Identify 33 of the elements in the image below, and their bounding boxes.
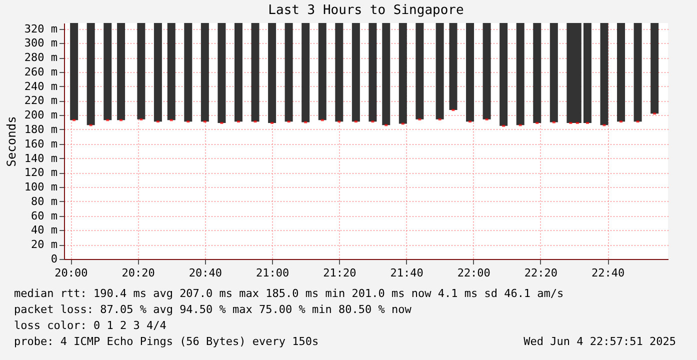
x-tick-label: 21:20 [323, 266, 356, 280]
y-tick-label: 160 m [24, 137, 58, 150]
y-tick-label: 140 m [24, 152, 58, 165]
y-tick-label: 280 m [24, 51, 58, 64]
x-tick-label: 21:00 [256, 266, 290, 280]
text: probe: 4 ICMP Echo Pings (56 Bytes) every 150s [14, 335, 319, 348]
y-tick-label: 60 m [31, 209, 58, 222]
y-tick-label: 40 m [31, 224, 58, 237]
y-tick-label: 220 m [24, 94, 58, 108]
x-tick-label: 22:20 [524, 266, 558, 280]
y-tick-label: 240 m [24, 80, 58, 93]
y-tick-label: 260 m [24, 65, 58, 78]
x-tick-label: 20:00 [54, 266, 88, 280]
y-tick-label: 120 m [24, 166, 58, 180]
y-tick-label: 0 [50, 252, 58, 266]
y-tick-label: 180 m [24, 122, 58, 136]
text: loss color: 0 1 2 3 4/4 [14, 319, 167, 332]
text: Wed Jun 4 22:57:51 2025 [524, 335, 676, 348]
x-tick-label: 20:40 [188, 266, 222, 280]
y-tick-label: 100 m [24, 180, 58, 194]
y-tick-label: 300 m [24, 36, 58, 50]
chart-title: Last 3 Hours to Singapore [268, 2, 464, 18]
x-tick-label: 21:40 [390, 266, 424, 280]
y-tick-label: 20 m [31, 238, 58, 252]
y-tick-label: 200 m [24, 108, 58, 122]
x-tick-label: 22:40 [592, 266, 625, 280]
x-tick-label: 22:00 [457, 266, 490, 280]
y-tick-label: 320 m [24, 22, 58, 36]
x-tick-label: 20:20 [122, 266, 155, 280]
y-tick-label: 80 m [31, 194, 58, 208]
y-axis-title: Seconds [4, 116, 18, 167]
text: packet loss: 87.05 % avg 94.50 % max 75.00 % min 80.50 % now [14, 303, 412, 316]
text: median rtt: 190.4 ms avg 207.0 ms max 185.0 ms min 201.0 ms now 4.1 ms sd 46.1 am/s [14, 287, 564, 300]
